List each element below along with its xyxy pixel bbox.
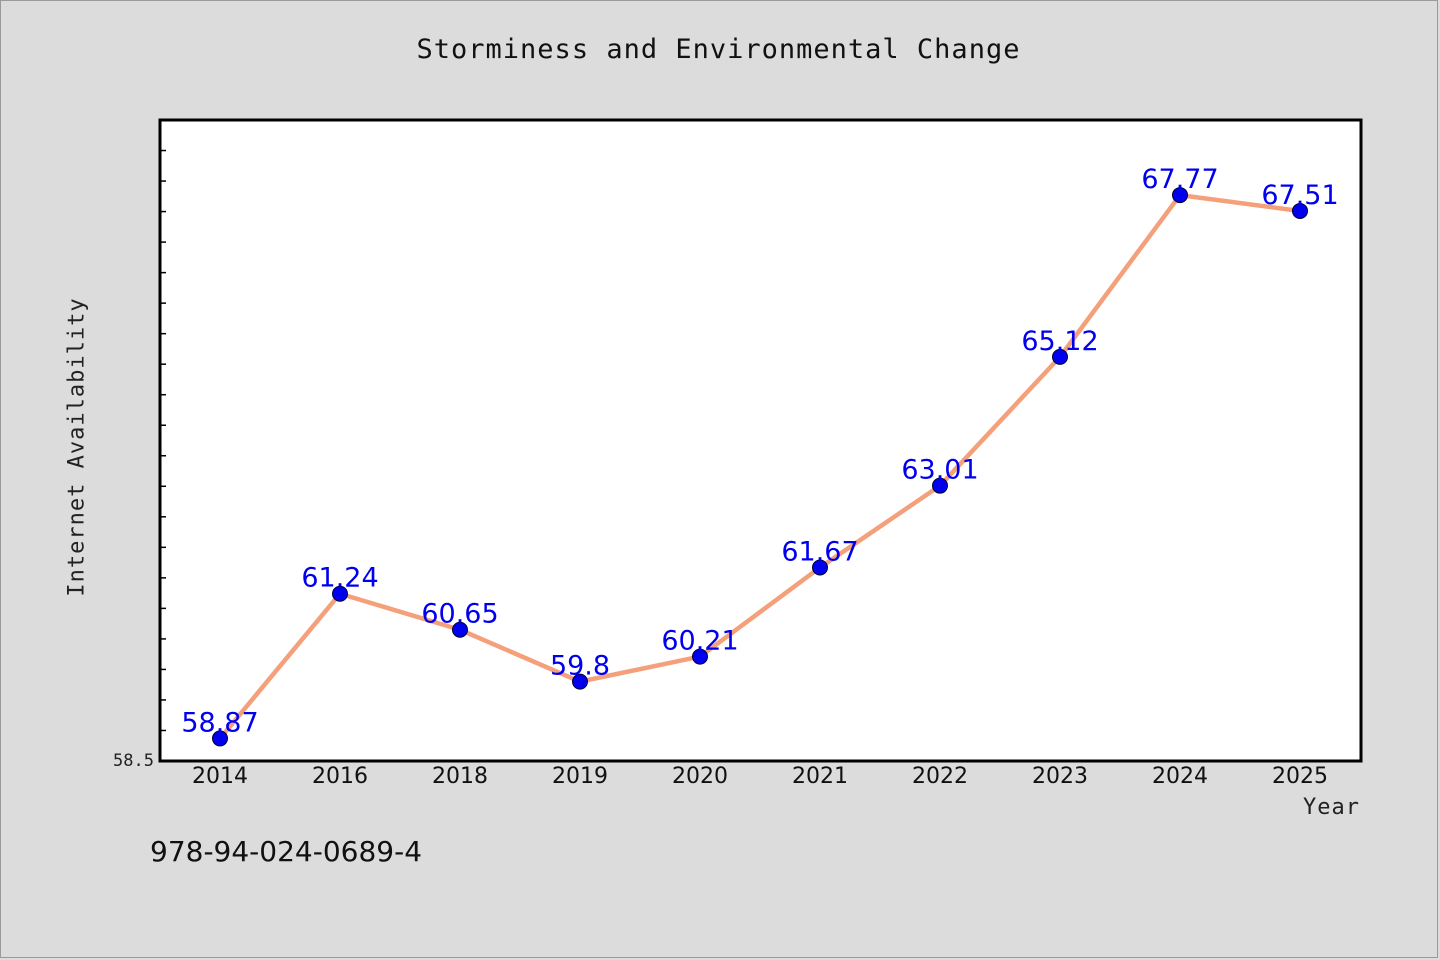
data-point: [1052, 348, 1068, 365]
data-label: 60.21: [661, 626, 738, 657]
x-tick-label: 2020: [672, 764, 728, 789]
y-axis-label: Internet Availability: [64, 297, 90, 597]
data-label: 59.8: [550, 651, 610, 682]
data-point: [1292, 202, 1308, 219]
x-axis-label: Year: [1303, 795, 1360, 820]
data-point: [572, 673, 588, 690]
x-tick-label: 2025: [1272, 764, 1328, 789]
data-label: 67.77: [1141, 164, 1218, 195]
data-point: [932, 477, 948, 494]
chart-title: Storminess and Environmental Change: [416, 34, 1021, 65]
x-tick-label: 2014: [192, 764, 248, 789]
x-tick-label: 2016: [312, 764, 368, 789]
data-label: 58.87: [181, 707, 258, 738]
x-tick-label: 2018: [432, 764, 488, 789]
x-tick-label: 2024: [1152, 764, 1208, 789]
plot-area: [158, 118, 1363, 763]
data-label: 60.65: [421, 599, 498, 630]
x-tick-label: 2022: [912, 764, 968, 789]
y-axis-ticks: [160, 119, 166, 762]
data-label: 61.67: [781, 536, 858, 567]
data-point: [812, 559, 828, 576]
y-tick-label: 58.5: [113, 751, 154, 771]
x-tick-label: 2021: [792, 764, 848, 789]
data-label: 67.51: [1261, 180, 1338, 211]
data-point: [692, 648, 708, 665]
series-line: [217, 192, 1303, 741]
data-point: [212, 730, 228, 747]
data-label: 63.01: [901, 455, 978, 486]
isbn-annotation: 978-94-024-0689-4: [150, 835, 423, 868]
data-label: 61.24: [301, 563, 378, 594]
data-point: [452, 621, 468, 638]
data-label: 65.12: [1021, 326, 1098, 357]
data-point: [332, 585, 348, 602]
x-tick-label: 2019: [552, 764, 608, 789]
data-point: [1172, 187, 1188, 204]
x-tick-label: 2023: [1032, 764, 1088, 789]
